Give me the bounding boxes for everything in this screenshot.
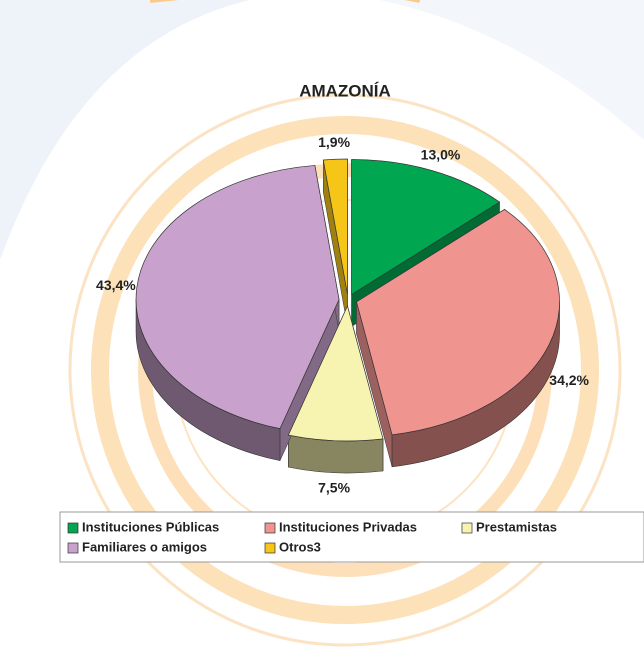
data-label: 43,4%: [96, 277, 136, 293]
data-label: 7,5%: [318, 479, 350, 495]
data-label: 34,2%: [549, 372, 589, 388]
legend-label: Instituciones Privadas: [279, 519, 417, 534]
legend-swatch: [462, 523, 472, 533]
data-label: 13,0%: [421, 147, 461, 163]
legend-label: Familiares o amigos: [82, 539, 207, 554]
legend-swatch: [265, 543, 275, 553]
legend-swatch: [68, 543, 78, 553]
legend-swatch: [265, 523, 275, 533]
chart-title: AMAZONÍA: [299, 81, 391, 100]
data-label: 1,9%: [318, 134, 350, 150]
chart: AMAZONÍA 13,0% 34,2% 7,5% 43,4% 1,9% Institu…: [0, 0, 644, 655]
legend-label: Instituciones Públicas: [82, 519, 219, 534]
legend-label: Prestamistas: [476, 519, 557, 534]
legend-label: Otros3: [279, 539, 321, 554]
page: AMAZONÍA 13,0% 34,2% 7,5% 43,4% 1,9% Institu…: [0, 0, 644, 655]
legend-swatch: [68, 523, 78, 533]
